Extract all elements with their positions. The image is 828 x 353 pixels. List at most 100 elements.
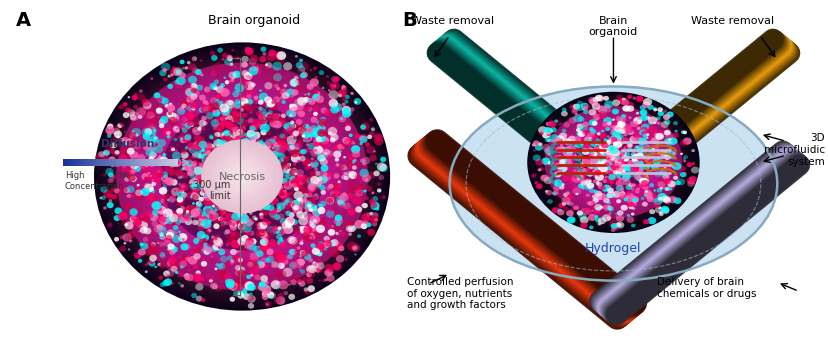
Circle shape — [219, 83, 224, 88]
Circle shape — [209, 259, 214, 263]
Circle shape — [587, 173, 591, 177]
Circle shape — [279, 218, 286, 225]
Circle shape — [212, 243, 221, 251]
Circle shape — [302, 176, 311, 184]
Circle shape — [227, 155, 231, 159]
Circle shape — [243, 180, 252, 188]
Circle shape — [249, 238, 257, 245]
Circle shape — [634, 172, 641, 176]
Circle shape — [354, 184, 362, 190]
Circle shape — [566, 133, 569, 136]
Circle shape — [619, 158, 622, 161]
Circle shape — [234, 182, 237, 184]
Circle shape — [193, 264, 198, 269]
Circle shape — [585, 202, 590, 205]
Circle shape — [240, 231, 243, 233]
Circle shape — [623, 126, 633, 133]
Circle shape — [620, 118, 625, 122]
Circle shape — [572, 104, 580, 110]
Circle shape — [262, 191, 267, 196]
Circle shape — [188, 169, 192, 172]
Circle shape — [176, 234, 180, 238]
Circle shape — [226, 163, 232, 169]
Circle shape — [227, 115, 232, 120]
Circle shape — [588, 157, 595, 163]
Circle shape — [592, 135, 598, 139]
Circle shape — [176, 70, 181, 75]
Circle shape — [611, 166, 615, 169]
Circle shape — [333, 151, 341, 158]
Circle shape — [230, 283, 233, 287]
Circle shape — [595, 95, 604, 102]
Circle shape — [230, 145, 238, 153]
Circle shape — [638, 177, 647, 185]
Circle shape — [135, 133, 138, 137]
Circle shape — [335, 147, 337, 149]
Circle shape — [609, 125, 614, 128]
Circle shape — [287, 123, 295, 129]
Circle shape — [310, 176, 319, 184]
Circle shape — [618, 154, 627, 161]
Circle shape — [292, 178, 302, 187]
Circle shape — [200, 240, 203, 242]
Circle shape — [221, 164, 229, 172]
Circle shape — [231, 131, 241, 139]
Circle shape — [259, 212, 262, 215]
Circle shape — [285, 148, 289, 151]
Circle shape — [246, 195, 253, 201]
Circle shape — [129, 208, 137, 216]
Circle shape — [168, 161, 173, 165]
Circle shape — [358, 135, 363, 140]
Circle shape — [192, 161, 200, 169]
Circle shape — [544, 128, 552, 134]
Circle shape — [579, 164, 583, 168]
Circle shape — [690, 167, 699, 173]
Circle shape — [142, 237, 148, 242]
Circle shape — [640, 132, 645, 136]
Circle shape — [350, 145, 360, 154]
Circle shape — [630, 135, 639, 142]
Circle shape — [301, 191, 304, 194]
Circle shape — [121, 137, 128, 143]
Circle shape — [147, 251, 152, 256]
Circle shape — [180, 189, 184, 193]
Circle shape — [263, 162, 270, 168]
Circle shape — [224, 170, 233, 179]
Circle shape — [600, 148, 604, 150]
Circle shape — [217, 145, 227, 154]
Circle shape — [273, 186, 277, 188]
Circle shape — [575, 141, 583, 148]
Circle shape — [208, 212, 211, 215]
Circle shape — [149, 151, 156, 158]
Circle shape — [137, 112, 144, 119]
Circle shape — [330, 137, 335, 143]
Circle shape — [247, 170, 254, 178]
Circle shape — [99, 47, 384, 306]
Circle shape — [361, 160, 365, 163]
Circle shape — [671, 156, 675, 160]
Circle shape — [164, 164, 172, 172]
Circle shape — [205, 180, 212, 186]
Circle shape — [136, 193, 143, 200]
Circle shape — [632, 167, 637, 171]
Circle shape — [642, 100, 650, 107]
Circle shape — [178, 183, 181, 186]
Circle shape — [321, 132, 329, 138]
Circle shape — [276, 143, 281, 148]
Circle shape — [627, 202, 633, 207]
Circle shape — [335, 211, 340, 216]
Circle shape — [642, 185, 647, 190]
Circle shape — [105, 168, 113, 175]
Circle shape — [595, 142, 599, 145]
Circle shape — [176, 187, 183, 192]
Circle shape — [259, 116, 262, 120]
Circle shape — [531, 173, 536, 178]
Circle shape — [164, 131, 166, 133]
Circle shape — [147, 112, 154, 119]
Circle shape — [269, 177, 274, 181]
Circle shape — [190, 213, 195, 217]
Circle shape — [280, 194, 284, 198]
Circle shape — [185, 160, 193, 167]
Circle shape — [145, 139, 152, 146]
Circle shape — [191, 118, 199, 126]
